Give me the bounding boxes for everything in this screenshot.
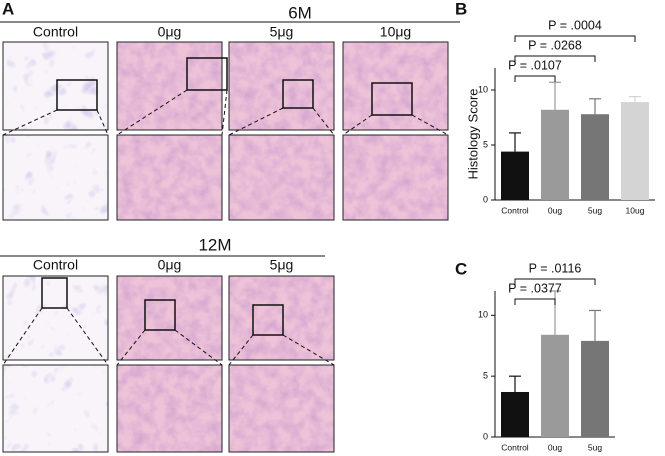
significance-bracket [514, 298, 556, 305]
significance-bracket [514, 75, 556, 82]
column-label: 0μg [158, 24, 182, 40]
panel-label: B [455, 0, 467, 18]
micrograph-frame [116, 134, 223, 221]
zoom-line [221, 89, 228, 136]
zoom-box [186, 57, 228, 91]
y-axis-label: Histology Score [465, 88, 480, 179]
micrograph-texture [229, 135, 334, 220]
panel-label: C [455, 259, 467, 278]
column-label: Control [33, 24, 78, 40]
p-value: P = .0004 [548, 18, 602, 32]
zoom-line [2, 109, 58, 136]
column-label: 10μg [380, 24, 411, 40]
y-tick-label: 0 [483, 431, 488, 441]
micrograph-frame [116, 364, 223, 453]
group-title: 12M [198, 235, 231, 254]
y-tick-label: 5 [483, 139, 488, 149]
zoom-line [2, 307, 43, 366]
micrograph-frame [228, 364, 335, 453]
zoom-box [144, 299, 176, 331]
zoom-box [371, 82, 413, 116]
micrograph-frame [2, 41, 109, 131]
p-value: P = .0268 [528, 38, 582, 52]
p-value: P = .0116 [529, 261, 582, 275]
bar [581, 114, 609, 200]
micrograph-texture [229, 276, 334, 360]
y-tick-label: 10 [478, 84, 488, 94]
zoom-box [56, 79, 98, 111]
bar [501, 151, 529, 200]
micrograph-texture [3, 135, 108, 220]
zoom-line [228, 107, 284, 136]
zoom-line [312, 107, 335, 136]
p-value: P = .0377 [508, 281, 562, 295]
zoom-box [252, 304, 284, 336]
micrograph-texture [117, 276, 222, 360]
zoom-line [282, 334, 335, 366]
zoom-box [41, 277, 68, 309]
micrograph-frame [342, 41, 449, 131]
y-tick-label: 0 [483, 194, 488, 204]
x-tick-label: Control [501, 442, 529, 452]
micrograph-texture [343, 135, 448, 220]
x-tick-label: 5ug [588, 205, 602, 215]
micrograph-texture [117, 42, 222, 130]
micrograph-frame [116, 41, 223, 131]
micrograph-texture [229, 42, 334, 130]
micrograph-texture [3, 42, 108, 130]
zoom-line [66, 307, 109, 366]
significance-bracket [514, 35, 636, 42]
p-value: P = .0107 [508, 58, 562, 72]
bar [621, 102, 649, 200]
column-label: 5μg [270, 24, 294, 40]
y-tick-label: 5 [483, 371, 488, 381]
x-tick-label: 10ug [626, 205, 645, 215]
micrograph-texture [343, 42, 448, 130]
micrograph-frame [228, 275, 335, 361]
micrograph-texture [117, 135, 222, 220]
micrograph-frame [116, 275, 223, 361]
micrograph-texture [3, 276, 108, 360]
micrograph-texture [3, 365, 108, 452]
zoom-line [96, 109, 109, 136]
column-label: Control [33, 257, 78, 273]
zoom-line [174, 329, 223, 366]
micrograph-frame [228, 41, 335, 131]
micrograph-frame [2, 134, 109, 221]
micrograph-frame [2, 364, 109, 453]
x-tick-label: 0ug [548, 442, 562, 452]
group-title: 6M [288, 3, 312, 22]
micrograph-frame [228, 134, 335, 221]
bar [541, 334, 569, 437]
significance-bracket [514, 55, 596, 62]
zoom-line [342, 114, 373, 136]
panel-label: A [2, 0, 14, 18]
bar [581, 340, 609, 437]
zoom-line [116, 329, 146, 366]
y-tick-label: 10 [478, 310, 488, 320]
x-tick-label: 0ug [548, 205, 562, 215]
micrograph-frame [2, 275, 109, 361]
x-tick-label: 5ug [588, 442, 602, 452]
bar [501, 391, 529, 437]
column-label: 5μg [270, 257, 294, 273]
bar [541, 109, 569, 200]
significance-bracket [514, 278, 596, 285]
micrograph-frame [342, 134, 449, 221]
column-label: 0μg [158, 257, 182, 273]
micrograph-texture [117, 365, 222, 452]
x-tick-label: Control [501, 205, 529, 215]
zoom-box [282, 79, 314, 109]
micrograph-texture [229, 365, 334, 452]
